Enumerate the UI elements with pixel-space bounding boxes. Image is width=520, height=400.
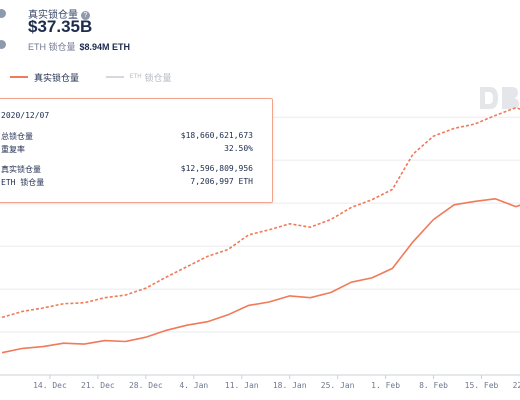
data-point	[391, 188, 394, 191]
data-point	[83, 301, 86, 304]
data-point	[1, 316, 4, 319]
info-icon[interactable]	[0, 40, 6, 49]
data-point	[514, 205, 517, 208]
data-point	[103, 296, 106, 299]
data-point	[288, 294, 291, 297]
data-point	[21, 310, 24, 313]
data-point	[83, 343, 86, 346]
data-point	[165, 276, 168, 279]
data-point	[309, 296, 312, 299]
data-point	[42, 345, 45, 348]
tooltip-label: 重复率	[1, 145, 25, 154]
data-point	[494, 114, 497, 117]
tooltip-value: 32.50%	[224, 144, 253, 153]
data-point	[350, 206, 353, 209]
tooltip-row: 真实锁仓量 $12,596,809,956	[1, 164, 253, 175]
x-tick-label: 4. Jan	[179, 381, 208, 390]
brand-logo	[480, 87, 519, 109]
tooltip-label: ETH 锁仓量	[1, 178, 45, 187]
data-point	[453, 203, 456, 206]
data-point	[329, 291, 332, 294]
data-point	[247, 233, 250, 236]
legend-item-secondary[interactable]: ETH 锁仓量	[105, 71, 172, 84]
stat-value: $37.35B	[28, 17, 93, 36]
x-tick-label: 8. Feb	[419, 381, 448, 390]
data-point	[227, 313, 230, 316]
x-tick-label: 18. Jan	[273, 381, 307, 390]
x-tick-label: 25. Jan	[321, 381, 355, 390]
data-point	[144, 336, 147, 339]
series-line-dashed	[1, 106, 520, 319]
tooltip-value: $12,596,809,956	[180, 164, 253, 173]
data-point	[185, 265, 188, 268]
data-point	[350, 281, 353, 284]
stat-title: 真实锁仓量	[28, 10, 78, 21]
data-point	[165, 329, 168, 332]
data-point	[473, 200, 476, 203]
data-point	[124, 340, 127, 343]
x-tick-label: 1. Feb	[371, 381, 400, 390]
data-point	[268, 228, 271, 231]
data-point	[412, 153, 415, 156]
tooltip-date: 2020/12/07	[1, 111, 50, 120]
legend-item-primary[interactable]: 真实锁仓量	[10, 71, 79, 84]
data-point	[432, 218, 435, 221]
series-line-primary	[1, 198, 520, 354]
tooltip-row: 总锁仓量 $18,660,621,673	[1, 131, 253, 142]
eth-value: $8.94M ETH	[79, 42, 131, 52]
x-tick-label: 14. Dec	[33, 381, 67, 390]
data-point	[62, 342, 65, 345]
x-tick-label: 15. Feb	[465, 381, 499, 390]
data-point	[494, 197, 497, 200]
data-point	[329, 218, 332, 221]
data-point	[412, 240, 415, 243]
data-point	[206, 320, 209, 323]
info-icon[interactable]	[0, 9, 6, 18]
data-point	[103, 339, 106, 342]
data-point	[514, 106, 517, 109]
chart-tooltip: 2020/12/07 总锁仓量 $18,660,621,673 重复率 32.50%…	[0, 98, 273, 203]
data-point	[247, 304, 250, 307]
eth-row: ETH 锁仓量 $8.94M ETH	[28, 40, 130, 53]
legend-label: 锁仓量	[144, 72, 172, 83]
data-point	[309, 226, 312, 229]
header: 真实锁仓量? $37.35B ETH 锁仓量 $8.94M ETH	[0, 0, 520, 60]
data-point	[185, 324, 188, 327]
data-point	[268, 301, 271, 304]
legend-label: 真实锁仓量	[34, 72, 80, 83]
help-icon[interactable]: ?	[81, 11, 90, 20]
legend-swatch	[10, 76, 28, 78]
legend: 真实锁仓量 ETH 锁仓量	[10, 70, 196, 84]
data-point	[453, 127, 456, 130]
data-point	[1, 351, 4, 354]
x-tick-label: 21. Dec	[81, 381, 115, 390]
data-point	[206, 255, 209, 258]
x-tick-label: 11. Jan	[225, 381, 259, 390]
stat-label: 真实锁仓量?	[28, 6, 90, 21]
data-point	[391, 267, 394, 270]
tooltip-value: $18,660,621,673	[180, 131, 253, 140]
x-tick-label: 28. Dec	[129, 381, 163, 390]
tooltip-row: 重复率 32.50%	[1, 144, 253, 155]
data-point	[473, 123, 476, 126]
data-point	[124, 294, 127, 297]
data-point	[144, 287, 147, 290]
data-point	[21, 347, 24, 350]
data-point	[42, 307, 45, 310]
tooltip-value: 7,206,997 ETH	[190, 177, 253, 186]
legend-prefix: ETH	[129, 74, 142, 80]
tooltip-row: ETH 锁仓量 7,206,997 ETH	[1, 177, 253, 188]
data-point	[288, 222, 291, 225]
data-point	[432, 135, 435, 138]
eth-label: ETH 锁仓量	[28, 42, 76, 52]
data-point	[227, 248, 230, 251]
tooltip-label: 真实锁仓量	[1, 165, 41, 174]
data-point	[370, 276, 373, 279]
data-point	[62, 302, 65, 305]
tooltip-label: 总锁仓量	[1, 132, 33, 141]
x-tick-label: 22. Feb	[513, 381, 520, 390]
data-point	[370, 198, 373, 201]
legend-swatch	[105, 76, 124, 78]
